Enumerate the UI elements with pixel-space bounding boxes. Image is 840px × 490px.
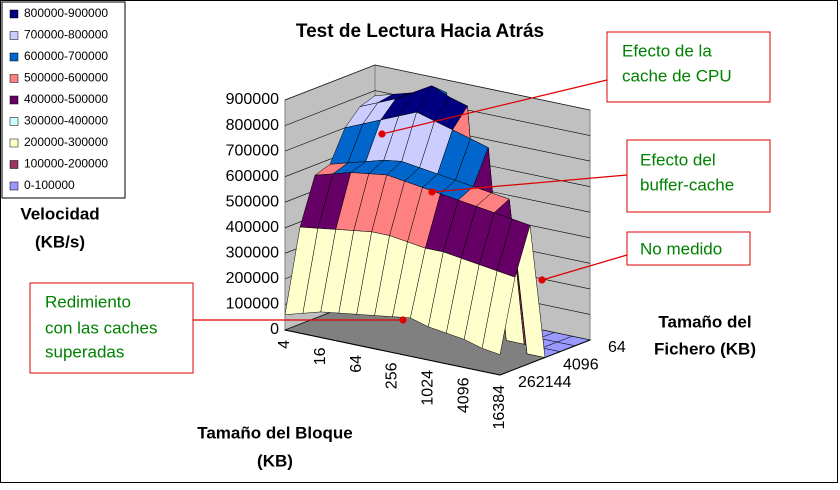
legend-swatch bbox=[9, 181, 19, 191]
arrow-head bbox=[378, 130, 386, 138]
z-tick-label: 500000 bbox=[226, 193, 279, 210]
z-axis-title: Velocidad bbox=[20, 204, 99, 223]
z-tick-label: 900000 bbox=[226, 91, 279, 108]
arrow-head bbox=[399, 316, 407, 324]
z-tick-label: 0 bbox=[270, 321, 279, 338]
annotation-text: buffer-cache bbox=[640, 175, 734, 194]
legend-swatch bbox=[9, 9, 19, 19]
legend-swatch bbox=[9, 52, 19, 62]
arrow-head bbox=[538, 276, 546, 284]
legend-swatch bbox=[9, 117, 19, 126]
z-tick-label: 400000 bbox=[226, 219, 279, 236]
annotation-box bbox=[29, 282, 194, 374]
legend-swatch bbox=[9, 160, 19, 169]
legend-swatch bbox=[9, 138, 19, 148]
legend-swatch bbox=[9, 31, 19, 40]
annotation-box bbox=[626, 139, 771, 213]
legend-label: 0-100000 bbox=[24, 178, 75, 192]
annotations: Efecto de la cache de CPU Efecto del buf… bbox=[29, 31, 771, 374]
surface-cell bbox=[481, 270, 516, 355]
legend-label: 300000-400000 bbox=[24, 114, 108, 128]
grid-line bbox=[284, 90, 591, 136]
annotation-text: Redimiento bbox=[45, 292, 131, 311]
z-tick-label: 600000 bbox=[226, 168, 279, 185]
x-tick-label: 16 bbox=[312, 347, 329, 365]
legend-swatch bbox=[9, 95, 19, 105]
y-tick-label: 4096 bbox=[563, 357, 599, 374]
annotation-box bbox=[606, 31, 771, 103]
z-tick-label: 800000 bbox=[226, 117, 279, 134]
legend-swatch bbox=[9, 74, 19, 83]
legend-label: 800000-900000 bbox=[24, 6, 108, 20]
legend-label: 600000-700000 bbox=[24, 49, 108, 63]
annotation-arrow bbox=[381, 79, 608, 135]
y-axis-title: Tamaño del bbox=[658, 312, 751, 331]
legend-label: 400000-500000 bbox=[24, 92, 108, 106]
legend-label: 200000-300000 bbox=[24, 135, 108, 149]
arrow-head bbox=[428, 188, 436, 196]
legend-label: 100000-200000 bbox=[24, 157, 108, 171]
annotation-arrow bbox=[431, 174, 628, 193]
annotation-text: superadas bbox=[45, 342, 124, 361]
grid-line bbox=[284, 64, 591, 111]
x-tick-label: 16384 bbox=[491, 385, 508, 430]
legend-label: 500000-600000 bbox=[24, 71, 108, 85]
annotation-text: con las caches bbox=[45, 318, 157, 337]
annotation-text: Efecto del bbox=[640, 150, 716, 169]
annotation-text: No medido bbox=[640, 239, 722, 258]
z-tick-label: 700000 bbox=[226, 142, 279, 159]
annotation-text: cache de CPU bbox=[622, 66, 732, 85]
z-tick-label: 300000 bbox=[226, 245, 279, 262]
x-axis-title: (KB) bbox=[257, 451, 293, 470]
z-tick-label: 200000 bbox=[226, 270, 279, 287]
plot: 0 100000 200000 300000 400000 500000 600000 700… bbox=[226, 64, 626, 430]
x-tick-label: 4 bbox=[276, 340, 293, 349]
y-tick-label: 262144 bbox=[518, 374, 571, 391]
annotation-text: Efecto de la bbox=[622, 41, 712, 60]
legend-label: 700000-800000 bbox=[24, 28, 108, 42]
x-tick-label: 256 bbox=[384, 362, 401, 389]
legend-box bbox=[1, 1, 126, 199]
x-axis-title: Tamaño del Bloque bbox=[197, 423, 353, 442]
x-axis-line bbox=[284, 329, 501, 376]
y-axis-title: Fichero (KB) bbox=[654, 339, 756, 358]
y-tick-label: 64 bbox=[608, 339, 626, 356]
z-tick-label: 100000 bbox=[226, 296, 279, 313]
y-axis-line bbox=[499, 339, 591, 376]
x-tick-label: 4096 bbox=[455, 377, 472, 413]
annotation-arrow bbox=[541, 254, 628, 281]
chart-title: Test de Lectura Hacia Atrás bbox=[296, 21, 544, 42]
x-tick-label: 64 bbox=[348, 355, 365, 373]
z-axis-title: (KB/s) bbox=[35, 232, 85, 251]
x-tick-label: 1024 bbox=[420, 370, 437, 406]
annotation-box bbox=[626, 231, 751, 266]
